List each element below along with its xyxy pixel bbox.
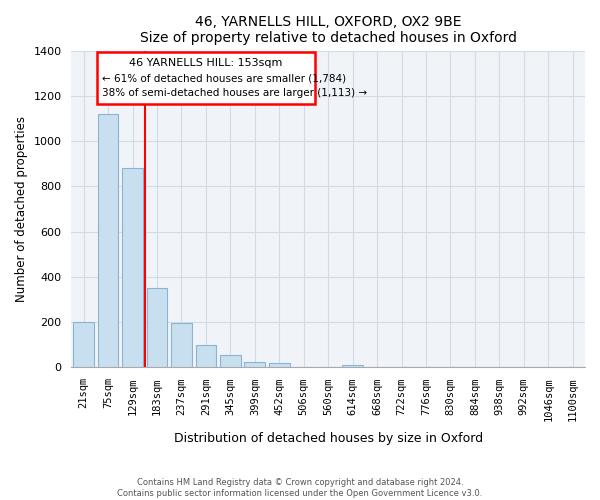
Text: 38% of semi-detached houses are larger (1,113) →: 38% of semi-detached houses are larger (… xyxy=(102,88,367,99)
FancyBboxPatch shape xyxy=(97,52,315,104)
Text: 46 YARNELLS HILL: 153sqm: 46 YARNELLS HILL: 153sqm xyxy=(129,58,283,68)
Title: 46, YARNELLS HILL, OXFORD, OX2 9BE
Size of property relative to detached houses : 46, YARNELLS HILL, OXFORD, OX2 9BE Size … xyxy=(140,15,517,45)
Bar xyxy=(171,324,192,368)
Bar xyxy=(196,345,217,368)
Bar xyxy=(244,362,265,368)
Text: Contains HM Land Registry data © Crown copyright and database right 2024.
Contai: Contains HM Land Registry data © Crown c… xyxy=(118,478,482,498)
Bar xyxy=(269,364,290,368)
Y-axis label: Number of detached properties: Number of detached properties xyxy=(15,116,28,302)
Bar xyxy=(122,168,143,368)
Bar xyxy=(73,322,94,368)
Text: ← 61% of detached houses are smaller (1,784): ← 61% of detached houses are smaller (1,… xyxy=(102,74,346,84)
Bar xyxy=(98,114,118,368)
Bar xyxy=(146,288,167,368)
Bar xyxy=(342,364,363,368)
X-axis label: Distribution of detached houses by size in Oxford: Distribution of detached houses by size … xyxy=(173,432,483,445)
Bar xyxy=(220,354,241,368)
